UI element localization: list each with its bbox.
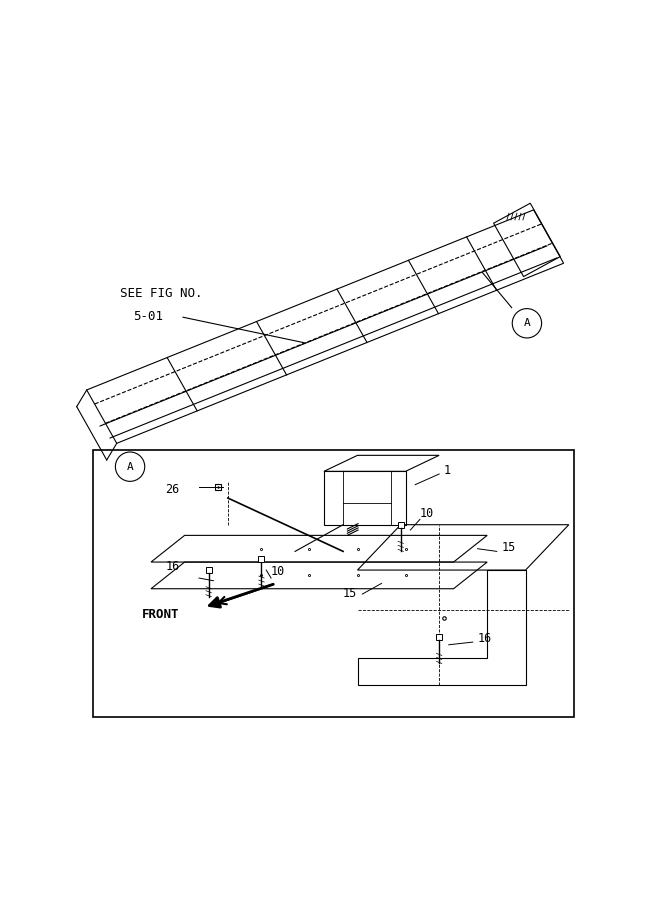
Text: 10: 10 bbox=[420, 507, 434, 519]
Text: 26: 26 bbox=[165, 482, 179, 496]
Text: 15: 15 bbox=[343, 587, 358, 599]
Text: SEE FIG NO.: SEE FIG NO. bbox=[120, 286, 203, 300]
Text: A: A bbox=[524, 319, 530, 328]
Text: A: A bbox=[127, 462, 133, 472]
Text: 10: 10 bbox=[271, 565, 285, 579]
Text: 15: 15 bbox=[502, 542, 516, 554]
Text: 16: 16 bbox=[165, 560, 179, 573]
Text: 16: 16 bbox=[478, 632, 492, 645]
Text: 1: 1 bbox=[444, 464, 451, 477]
Text: FRONT: FRONT bbox=[141, 608, 179, 621]
Text: 5-01: 5-01 bbox=[133, 310, 163, 323]
